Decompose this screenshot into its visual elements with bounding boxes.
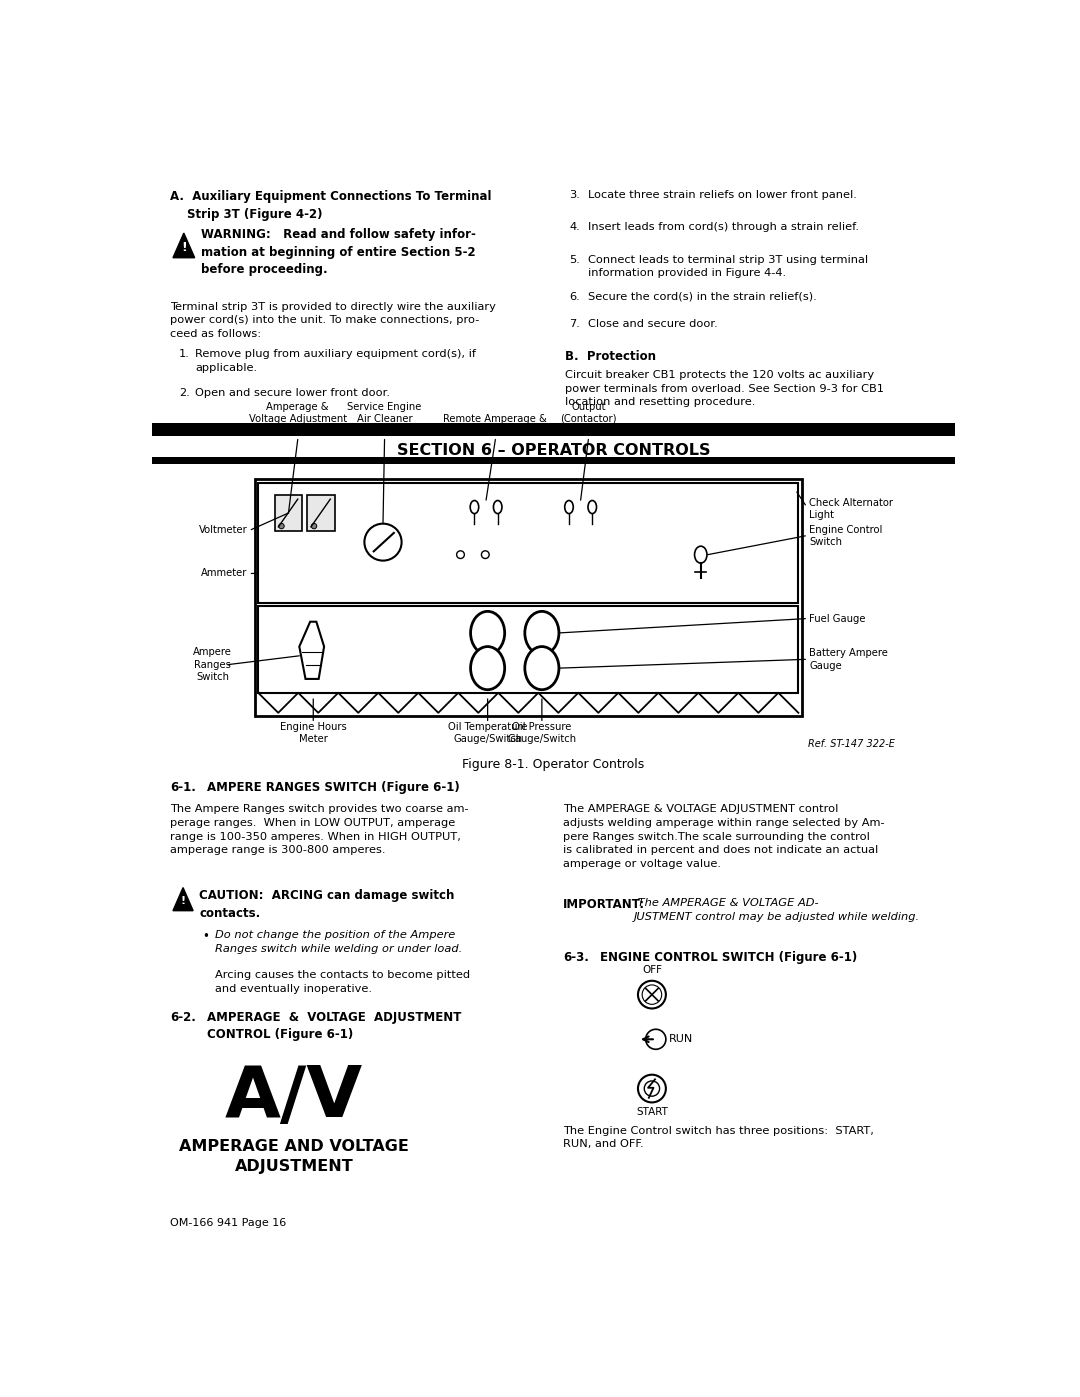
Text: OM-166 941 Page 16: OM-166 941 Page 16 bbox=[170, 1218, 286, 1228]
Text: Ref. ST-147 322-E: Ref. ST-147 322-E bbox=[808, 739, 894, 749]
Text: AMPERAGE AND VOLTAGE
ADJUSTMENT: AMPERAGE AND VOLTAGE ADJUSTMENT bbox=[179, 1139, 409, 1173]
Text: Check Alternator
Light: Check Alternator Light bbox=[809, 497, 893, 520]
Circle shape bbox=[645, 1081, 660, 1097]
Polygon shape bbox=[173, 887, 193, 911]
Text: B.  Protection: B. Protection bbox=[565, 351, 657, 363]
Text: Service Engine
Air Cleaner
Light: Service Engine Air Cleaner Light bbox=[348, 401, 421, 436]
Text: Engine Hours
Meter: Engine Hours Meter bbox=[280, 722, 347, 745]
Text: CAUTION:  ARCING can damage switch
contacts.: CAUTION: ARCING can damage switch contac… bbox=[200, 888, 455, 919]
Text: Arcing causes the contacts to become pitted
and eventually inoperative.: Arcing causes the contacts to become pit… bbox=[215, 970, 470, 993]
Circle shape bbox=[482, 550, 489, 559]
Text: Ampere
Ranges
Switch: Ampere Ranges Switch bbox=[193, 647, 232, 682]
Text: A/V: A/V bbox=[225, 1063, 363, 1132]
Text: Oil Pressure
Gauge/Switch: Oil Pressure Gauge/Switch bbox=[508, 722, 577, 745]
Text: The Ampere Ranges switch provides two coarse am-
perage ranges.  When in LOW OUT: The Ampere Ranges switch provides two co… bbox=[170, 805, 469, 855]
Bar bbox=[258, 606, 798, 693]
Bar bbox=[152, 457, 955, 464]
Text: 1.: 1. bbox=[179, 349, 190, 359]
Text: Battery Ampere
Gauge: Battery Ampere Gauge bbox=[809, 648, 888, 671]
Ellipse shape bbox=[694, 546, 707, 563]
Text: The AMPERAGE & VOLTAGE ADJUSTMENT control
adjusts welding amperage within range : The AMPERAGE & VOLTAGE ADJUSTMENT contro… bbox=[563, 805, 885, 869]
Text: Fuel Gauge: Fuel Gauge bbox=[809, 613, 866, 623]
Circle shape bbox=[646, 1030, 666, 1049]
Text: OFF: OFF bbox=[642, 965, 662, 975]
Text: 6-2.: 6-2. bbox=[170, 1011, 195, 1024]
Polygon shape bbox=[299, 622, 324, 679]
Text: Terminal strip 3T is provided to directly wire the auxiliary
power cord(s) into : Terminal strip 3T is provided to directl… bbox=[170, 302, 496, 339]
Ellipse shape bbox=[471, 647, 504, 690]
Text: Oil Temperature
Gauge/Switch: Oil Temperature Gauge/Switch bbox=[448, 722, 527, 745]
Text: Circuit breaker CB1 protects the 120 volts ac auxiliary
power terminals from ove: Circuit breaker CB1 protects the 120 vol… bbox=[565, 370, 885, 408]
Text: Figure 8-1. Operator Controls: Figure 8-1. Operator Controls bbox=[462, 759, 645, 771]
Text: 3.: 3. bbox=[569, 190, 580, 200]
Text: •: • bbox=[202, 930, 210, 943]
Circle shape bbox=[457, 550, 464, 559]
Circle shape bbox=[311, 524, 316, 529]
Text: 6-1.: 6-1. bbox=[170, 781, 195, 795]
Ellipse shape bbox=[525, 612, 559, 655]
Bar bbox=[258, 482, 798, 604]
Text: 6-3.: 6-3. bbox=[563, 951, 589, 964]
Text: Ammeter: Ammeter bbox=[201, 569, 247, 578]
Text: IMPORTANT:: IMPORTANT: bbox=[563, 898, 645, 911]
Circle shape bbox=[279, 524, 284, 529]
Circle shape bbox=[364, 524, 402, 560]
Circle shape bbox=[638, 981, 666, 1009]
Bar bbox=[274, 495, 302, 531]
Text: !: ! bbox=[180, 895, 186, 907]
Text: Insert leads from cord(s) through a strain relief.: Insert leads from cord(s) through a stra… bbox=[589, 222, 860, 232]
Text: ENGINE CONTROL SWITCH (Figure 6-1): ENGINE CONTROL SWITCH (Figure 6-1) bbox=[600, 951, 858, 964]
Ellipse shape bbox=[588, 500, 596, 514]
Text: 2.: 2. bbox=[179, 388, 190, 398]
Polygon shape bbox=[173, 233, 194, 257]
Text: Open and secure lower front door.: Open and secure lower front door. bbox=[195, 388, 391, 398]
Bar bbox=[152, 422, 955, 436]
Circle shape bbox=[638, 1074, 666, 1102]
Bar bbox=[307, 495, 335, 531]
Text: Amperage &
Voltage Adjustment
Control: Amperage & Voltage Adjustment Control bbox=[248, 401, 347, 436]
Text: START: START bbox=[636, 1106, 667, 1118]
Text: Voltmeter: Voltmeter bbox=[199, 525, 247, 535]
Text: Remove plug from auxiliary equipment cord(s), if
applicable.: Remove plug from auxiliary equipment cor… bbox=[195, 349, 476, 373]
Text: Secure the cord(s) in the strain relief(s).: Secure the cord(s) in the strain relief(… bbox=[589, 292, 818, 302]
Text: SECTION 6 – OPERATOR CONTROLS: SECTION 6 – OPERATOR CONTROLS bbox=[396, 443, 711, 458]
Text: WARNING:   Read and follow safety infor-
mation at beginning of entire Section 5: WARNING: Read and follow safety infor- m… bbox=[201, 229, 476, 277]
Text: 4.: 4. bbox=[569, 222, 580, 232]
Text: AMPERE RANGES SWITCH (Figure 6-1): AMPERE RANGES SWITCH (Figure 6-1) bbox=[207, 781, 460, 795]
Text: AMPERAGE  &  VOLTAGE  ADJUSTMENT
CONTROL (Figure 6-1): AMPERAGE & VOLTAGE ADJUSTMENT CONTROL (F… bbox=[207, 1011, 461, 1041]
Text: Locate three strain reliefs on lower front panel.: Locate three strain reliefs on lower fro… bbox=[589, 190, 858, 200]
Circle shape bbox=[643, 985, 662, 1004]
Text: The AMPERAGE & VOLTAGE AD-
JUSTMENT control may be adjusted while welding.: The AMPERAGE & VOLTAGE AD- JUSTMENT cont… bbox=[634, 898, 920, 922]
Ellipse shape bbox=[565, 500, 573, 514]
Text: Engine Control
Switch: Engine Control Switch bbox=[809, 525, 882, 548]
Text: The Engine Control switch has three positions:  START,
RUN, and OFF.: The Engine Control switch has three posi… bbox=[563, 1126, 874, 1150]
Text: Remote Amperage &
Voltage Switch: Remote Amperage & Voltage Switch bbox=[444, 414, 548, 436]
Text: Do not change the position of the Ampere
Ranges switch while welding or under lo: Do not change the position of the Ampere… bbox=[215, 930, 462, 954]
Text: 7.: 7. bbox=[569, 320, 580, 330]
Text: 5.: 5. bbox=[569, 254, 580, 264]
Text: A.  Auxiliary Equipment Connections To Terminal: A. Auxiliary Equipment Connections To Te… bbox=[170, 190, 491, 203]
Text: RUN: RUN bbox=[669, 1034, 693, 1045]
Text: !: ! bbox=[181, 240, 187, 254]
Text: Close and secure door.: Close and secure door. bbox=[589, 320, 718, 330]
Ellipse shape bbox=[471, 612, 504, 655]
Ellipse shape bbox=[470, 500, 478, 514]
Ellipse shape bbox=[525, 647, 559, 690]
Ellipse shape bbox=[494, 500, 502, 514]
Text: Output
(Contactor)
Switch: Output (Contactor) Switch bbox=[561, 401, 617, 436]
Text: 6.: 6. bbox=[569, 292, 580, 302]
Text: Connect leads to terminal strip 3T using terminal
information provided in Figure: Connect leads to terminal strip 3T using… bbox=[589, 254, 868, 278]
Bar bbox=[255, 479, 801, 715]
Text: Strip 3T (Figure 4-2): Strip 3T (Figure 4-2) bbox=[187, 208, 323, 221]
